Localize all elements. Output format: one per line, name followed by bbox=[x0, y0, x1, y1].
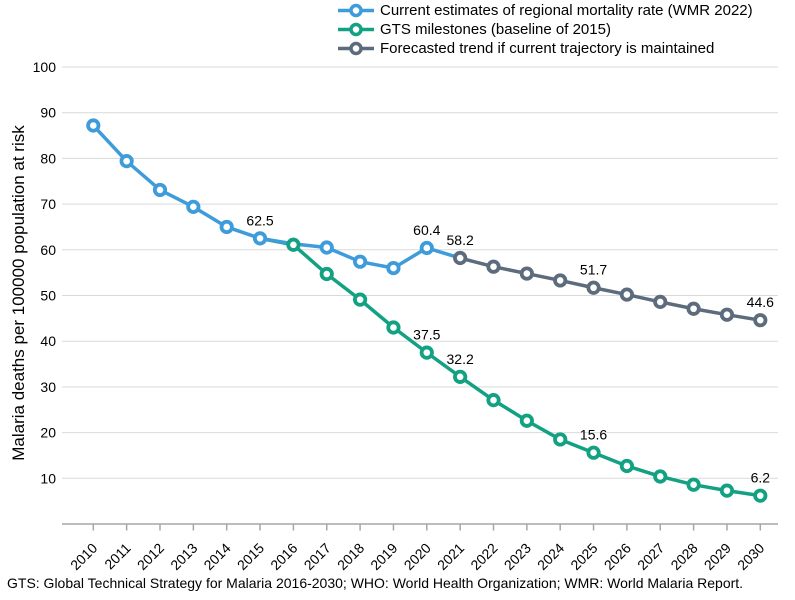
x-tick-label: 2030 bbox=[734, 540, 767, 573]
series-forecast-line bbox=[458, 256, 763, 322]
series-gts-marker bbox=[386, 320, 401, 335]
y-tick-label: 60 bbox=[40, 242, 56, 258]
legend-label: GTS milestones (baseline of 2015) bbox=[380, 21, 611, 38]
series-gts-marker bbox=[586, 445, 601, 460]
y-tick-label: 40 bbox=[40, 333, 56, 349]
x-tick-label: 2021 bbox=[434, 540, 467, 573]
series-gts-marker bbox=[686, 477, 701, 492]
series-gts-marker bbox=[753, 488, 768, 503]
y-tick-label: 100 bbox=[33, 59, 57, 75]
legend-marker-icon bbox=[338, 41, 374, 56]
data-label: 15.6 bbox=[580, 427, 607, 443]
series-gts-marker bbox=[719, 483, 735, 498]
series-gts-marker bbox=[419, 345, 434, 360]
y-tick-label: 30 bbox=[40, 379, 56, 395]
x-tick-label: 2011 bbox=[101, 540, 134, 573]
data-label: 62.5 bbox=[246, 212, 273, 228]
series-forecast-marker bbox=[486, 259, 501, 274]
data-label: 51.7 bbox=[580, 262, 607, 278]
series-forecast-marker bbox=[619, 287, 635, 302]
series-gts-marker bbox=[352, 292, 368, 307]
series-gts-marker bbox=[486, 393, 501, 408]
x-tick-label: 2020 bbox=[401, 540, 434, 573]
series-wmr-marker bbox=[386, 260, 401, 276]
legend: Current estimates of regional mortality … bbox=[337, 1, 753, 58]
series-forecast-marker bbox=[753, 313, 768, 328]
x-tick-label: 2018 bbox=[334, 540, 367, 573]
y-tick-label: 70 bbox=[40, 196, 56, 212]
series-wmr-marker bbox=[419, 240, 434, 256]
series-gts-marker bbox=[286, 237, 301, 252]
legend-label: Forecasted trend if current trajectory i… bbox=[380, 40, 715, 57]
data-label: 37.5 bbox=[413, 327, 440, 343]
legend-label: Current estimates of regional mortality … bbox=[380, 2, 753, 19]
series-forecast-marker bbox=[719, 307, 735, 322]
legend-marker-icon bbox=[338, 22, 374, 37]
series-forecast-marker bbox=[453, 250, 468, 266]
x-tick-label: 2017 bbox=[301, 540, 334, 573]
series-gts-marker bbox=[653, 469, 668, 484]
legend-marker-icon bbox=[338, 3, 374, 18]
x-tick-label: 2025 bbox=[567, 540, 600, 573]
series-forecast-marker bbox=[686, 301, 701, 316]
y-tick-label: 80 bbox=[40, 150, 56, 166]
series-wmr-marker bbox=[252, 231, 268, 246]
x-tick-label: 2013 bbox=[167, 540, 200, 573]
x-tick-label: 2024 bbox=[534, 540, 567, 573]
legend-item-wmr: Current estimates of regional mortality … bbox=[337, 1, 753, 20]
y-tick-label: 50 bbox=[40, 288, 56, 304]
series-forecast-marker bbox=[553, 273, 568, 288]
data-label: 58.2 bbox=[447, 232, 474, 248]
series-gts-marker bbox=[619, 458, 635, 474]
series-forecast-marker bbox=[653, 294, 668, 309]
x-tick-label: 2026 bbox=[601, 540, 634, 573]
series-wmr-marker bbox=[186, 199, 201, 214]
x-tick-label: 2016 bbox=[267, 540, 300, 573]
series-gts-marker bbox=[453, 369, 468, 384]
legend-item-forecast: Forecasted trend if current trajectory i… bbox=[337, 39, 753, 58]
series-forecast-marker bbox=[519, 266, 534, 281]
series-gts-marker bbox=[519, 413, 534, 428]
series-wmr-marker bbox=[152, 182, 168, 198]
series-gts-line bbox=[258, 236, 763, 498]
data-label: 44.6 bbox=[747, 294, 774, 310]
x-tick-label: 2028 bbox=[667, 540, 700, 573]
series-wmr-marker bbox=[352, 254, 368, 269]
x-tick-label: 2022 bbox=[467, 540, 500, 573]
series-wmr-marker bbox=[86, 118, 101, 133]
chart-footnote: GTS: Global Technical Strategy for Malar… bbox=[7, 575, 744, 591]
x-tick-label: 2019 bbox=[367, 540, 400, 573]
series-forecast-marker bbox=[586, 280, 601, 295]
x-tick-label: 2029 bbox=[701, 540, 734, 573]
series-wmr-marker bbox=[119, 154, 134, 169]
y-tick-label: 10 bbox=[40, 470, 56, 486]
series-wmr-marker bbox=[319, 240, 334, 255]
data-label: 60.4 bbox=[413, 222, 440, 238]
x-tick-label: 2023 bbox=[501, 540, 534, 573]
data-label: 32.2 bbox=[447, 351, 474, 367]
legend-item-gts: GTS milestones (baseline of 2015) bbox=[337, 20, 753, 39]
x-tick-label: 2014 bbox=[200, 540, 233, 573]
series-gts-marker bbox=[553, 432, 568, 447]
x-tick-label: 2027 bbox=[634, 540, 667, 573]
data-label: 6.2 bbox=[751, 470, 771, 486]
y-tick-label: 20 bbox=[40, 425, 56, 441]
y-axis-title: Malaria deaths per 100000 population at … bbox=[9, 125, 28, 461]
y-tick-label: 90 bbox=[40, 105, 56, 121]
x-tick-label: 2010 bbox=[67, 540, 100, 573]
series-gts-marker bbox=[319, 266, 334, 282]
series-wmr-marker bbox=[219, 219, 234, 235]
series-wmr-line bbox=[91, 123, 462, 270]
x-tick-label: 2015 bbox=[234, 540, 267, 573]
x-tick-label: 2012 bbox=[134, 540, 167, 573]
